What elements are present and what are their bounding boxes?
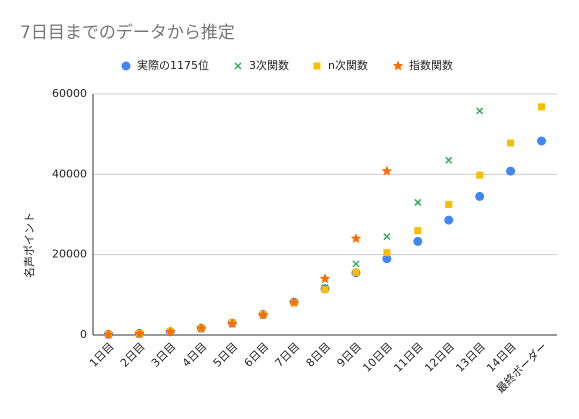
- data-point: [227, 318, 238, 329]
- data-point: [381, 165, 393, 176]
- data-point: [288, 297, 300, 307]
- x-tick-label: 10日目: [360, 340, 395, 375]
- legend-marker: [234, 62, 242, 70]
- data-point: [382, 254, 392, 264]
- x-tick-label: 11日目: [391, 340, 426, 375]
- x-tick-label: 13日目: [453, 340, 488, 375]
- data-point: [352, 268, 360, 276]
- legend-label: 指数関数: [409, 58, 453, 72]
- legend-marker: [121, 61, 131, 71]
- y-tick-label: 40000: [52, 167, 87, 180]
- data-point: [413, 236, 423, 246]
- legend-label: 実際の1175位: [137, 58, 209, 72]
- x-tick-label: 1日目: [87, 340, 117, 370]
- y-tick-label: 20000: [52, 248, 87, 261]
- y-axis-label: 名声ポイント: [22, 212, 36, 278]
- x-tick-label: 8日目: [304, 340, 334, 370]
- legend-label: n次関数: [328, 58, 368, 72]
- data-point: [538, 103, 546, 111]
- x-tick-label: 2日目: [118, 340, 148, 370]
- data-point: [475, 191, 485, 201]
- legend-label: 3次関数: [249, 58, 289, 72]
- x-tick-label: 4日目: [180, 340, 210, 370]
- data-point: [257, 309, 269, 320]
- data-point: [476, 171, 484, 179]
- x-tick-label: 3日目: [149, 340, 179, 370]
- data-point: [350, 233, 362, 243]
- data-point: [383, 249, 391, 257]
- data-point: [319, 273, 331, 284]
- data-point: [414, 227, 422, 235]
- data-point: [445, 200, 453, 208]
- data-point: [476, 107, 484, 115]
- data-point: [507, 139, 515, 147]
- x-tick-label: 5日目: [211, 340, 241, 370]
- data-point: [537, 136, 547, 146]
- data-point: [134, 328, 145, 339]
- data-point: [444, 215, 454, 225]
- data-point: [103, 329, 114, 339]
- data-point: [383, 233, 391, 241]
- data-point: [321, 286, 329, 294]
- legend-marker: [392, 60, 404, 71]
- x-tick-label: 12日目: [422, 340, 457, 375]
- data-point: [445, 156, 453, 164]
- x-tick-label: 6日目: [242, 340, 272, 370]
- data-point: [414, 198, 422, 206]
- y-tick-label: 0: [80, 328, 87, 341]
- x-tick-label: 7日目: [273, 340, 303, 370]
- data-point: [506, 166, 516, 176]
- chart-title: 7日目までのデータから推定: [20, 22, 235, 43]
- y-tick-label: 60000: [52, 87, 87, 100]
- data-point: [196, 322, 207, 333]
- legend-marker: [313, 62, 321, 70]
- data-point: [352, 260, 360, 268]
- data-point: [165, 326, 176, 337]
